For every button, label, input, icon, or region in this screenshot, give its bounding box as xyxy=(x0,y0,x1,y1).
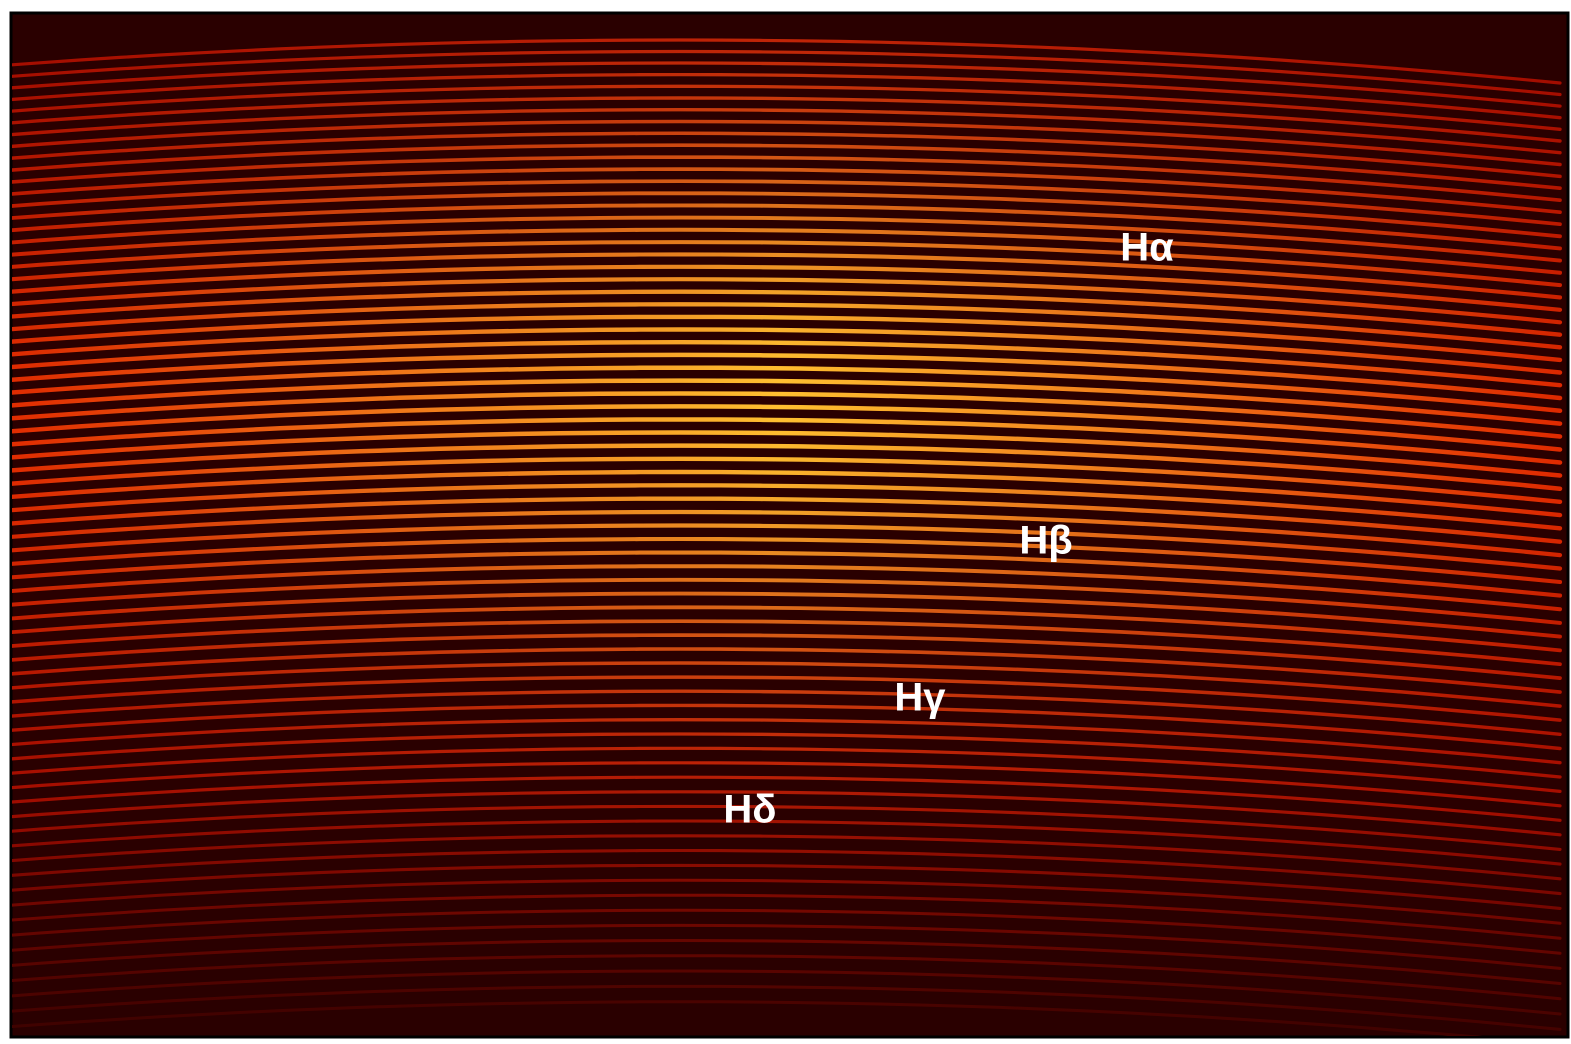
h-delta-label: Hδ xyxy=(723,788,776,832)
h-gamma-label: Hγ xyxy=(894,676,946,720)
spectrum-image: Hα Hβ Hγ Hδ xyxy=(0,0,1571,1044)
h-beta-label: Hβ xyxy=(1019,519,1072,563)
h-alpha-label: Hα xyxy=(1120,226,1174,270)
